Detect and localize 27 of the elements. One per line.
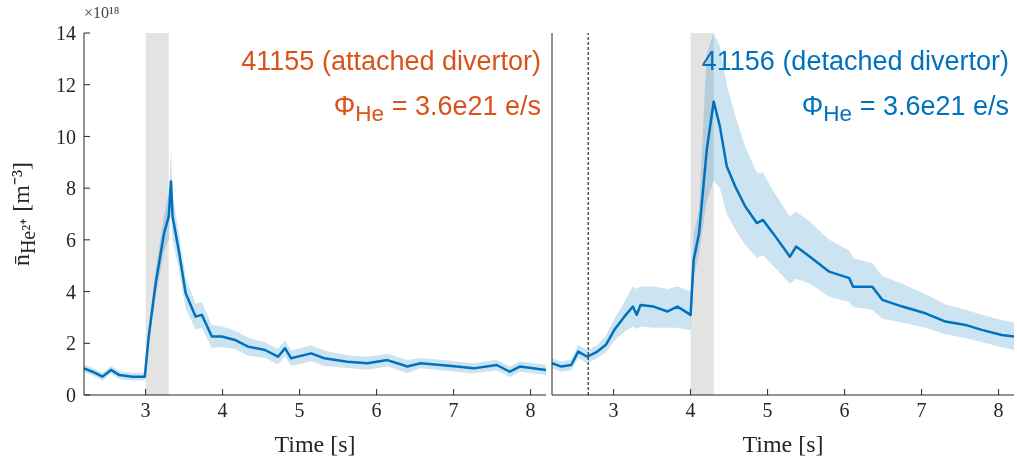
y-tick-label: 6 bbox=[66, 228, 76, 251]
annotation: Φ$_{He}$ = 3.6e21 e/s bbox=[800, 90, 1009, 129]
x-tick-label: 7 bbox=[448, 399, 459, 422]
x-tick-label: 6 bbox=[839, 399, 850, 422]
x-tick-label: 4 bbox=[217, 399, 228, 422]
x-tick-label: 8 bbox=[993, 399, 1004, 422]
x-tick-label: 3 bbox=[608, 399, 619, 422]
y-tick-label: 10 bbox=[56, 125, 76, 148]
annotation: Φ$_{He}$ = 3.6e21 e/s bbox=[332, 90, 541, 129]
x-tick-label: 5 bbox=[762, 399, 773, 422]
x-tick-label: 7 bbox=[916, 399, 927, 422]
x-tick-label: 6 bbox=[371, 399, 382, 422]
x-axis-title: Time [s] bbox=[273, 431, 357, 458]
annotation: 41155 (attached divertor) bbox=[241, 45, 541, 78]
text: ×10¹⁸ bbox=[84, 4, 120, 22]
x-tick-label: 8 bbox=[525, 399, 536, 422]
y-tick-label: 8 bbox=[66, 177, 76, 200]
y-tick-label: 0 bbox=[66, 384, 76, 407]
y-tick-label: 4 bbox=[66, 280, 76, 303]
x-tick-label: 4 bbox=[685, 399, 696, 422]
x-axis-title: Time [s] bbox=[741, 431, 825, 458]
annotation: 41156 (detached divertor) bbox=[701, 45, 1009, 78]
y-tick-label: 12 bbox=[56, 73, 76, 96]
x-tick-label: 5 bbox=[294, 399, 305, 422]
y-tick-label: 14 bbox=[56, 22, 76, 45]
y-tick-label: 2 bbox=[66, 332, 76, 355]
x-tick-label: 3 bbox=[140, 399, 151, 422]
